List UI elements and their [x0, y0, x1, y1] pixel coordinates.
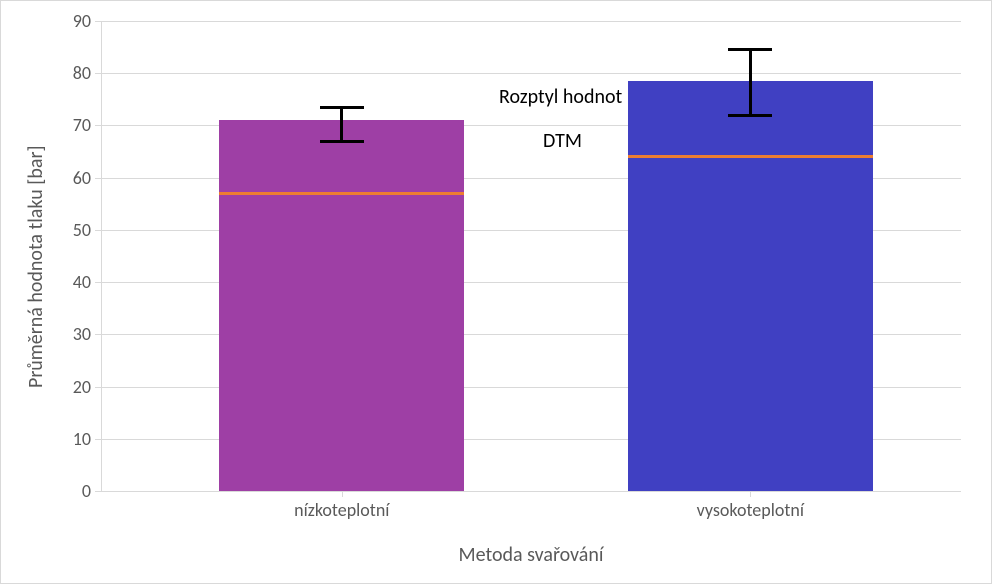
- bar-vysokoteplotní: [628, 81, 873, 491]
- error-bar-stem: [749, 50, 752, 115]
- error-bar-stem: [340, 107, 343, 141]
- legend-dtm: DTM: [543, 129, 582, 153]
- error-bar-cap-top: [728, 48, 772, 51]
- y-tick-label: 60: [53, 167, 91, 189]
- error-bar-cap-bottom: [320, 140, 364, 143]
- y-tick-label: 50: [53, 219, 91, 241]
- y-tick-label: 40: [53, 271, 91, 293]
- error-bar-cap-bottom: [728, 114, 772, 117]
- y-tick-label: 20: [53, 376, 91, 398]
- y-tick-label: 80: [53, 62, 91, 84]
- x-axis-line: [101, 491, 961, 492]
- y-tick-label: 90: [53, 10, 91, 32]
- y-tick-label: 70: [53, 114, 91, 136]
- dtm-line: [628, 155, 873, 158]
- y-tick-label: 0: [53, 480, 91, 502]
- y-tick-label: 30: [53, 323, 91, 345]
- bar-chart: Průměrná hodnota tlaku [bar] Metoda svař…: [0, 0, 992, 584]
- bar-nízkoteplotní: [219, 120, 464, 491]
- x-tick-label: nízkoteplotní: [242, 499, 442, 521]
- gridline: [101, 73, 961, 74]
- dtm-line: [219, 192, 464, 195]
- y-tick-label: 10: [53, 428, 91, 450]
- legend-rozptyl: Rozptyl hodnot: [499, 85, 622, 109]
- x-axis-title: Metoda svařování: [101, 543, 961, 567]
- gridline: [101, 21, 961, 22]
- x-tick-label: vysokoteplotní: [650, 499, 850, 521]
- y-axis-title: Průměrná hodnota tlaku [bar]: [24, 128, 48, 388]
- error-bar-cap-top: [320, 106, 364, 109]
- y-axis-line: [101, 21, 102, 491]
- x-tick-mark: [750, 491, 751, 497]
- x-tick-mark: [342, 491, 343, 497]
